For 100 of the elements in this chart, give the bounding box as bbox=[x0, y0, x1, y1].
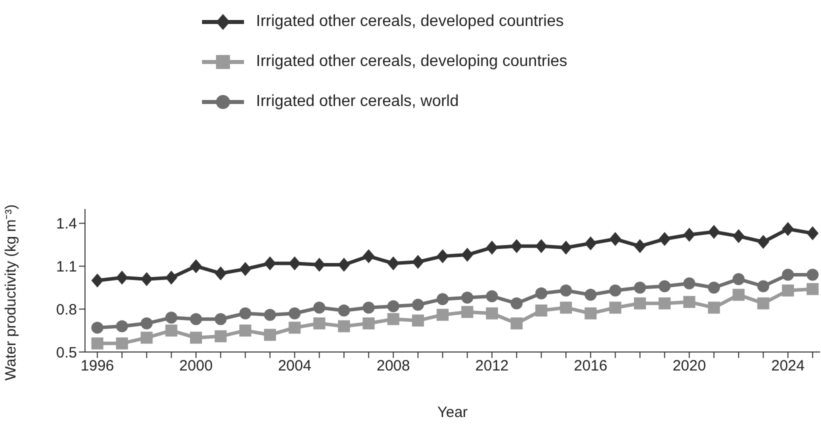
legend-label: Irrigated other cereals, world bbox=[256, 93, 459, 111]
point bbox=[782, 284, 794, 297]
point bbox=[116, 337, 128, 350]
point bbox=[486, 240, 498, 255]
point bbox=[338, 304, 350, 317]
point bbox=[510, 317, 523, 330]
point bbox=[584, 236, 597, 250]
point bbox=[782, 268, 794, 281]
point bbox=[362, 249, 375, 264]
y-tick-label: 0.5 bbox=[56, 344, 77, 362]
point bbox=[732, 288, 745, 301]
point bbox=[239, 307, 252, 320]
point bbox=[338, 258, 350, 272]
x-tick-label: 2020 bbox=[672, 358, 706, 375]
y-tick-label: 1.1 bbox=[56, 258, 77, 276]
point bbox=[461, 306, 474, 318]
point bbox=[91, 322, 104, 334]
point bbox=[190, 332, 202, 344]
point bbox=[535, 239, 548, 254]
point bbox=[461, 248, 474, 262]
y-tick-label: 1.4 bbox=[56, 216, 77, 233]
point bbox=[436, 293, 449, 306]
x-tick-label: 2024 bbox=[771, 358, 805, 375]
point bbox=[584, 307, 597, 320]
point bbox=[436, 249, 449, 264]
point bbox=[362, 317, 375, 330]
point bbox=[190, 259, 202, 274]
point bbox=[165, 324, 178, 337]
point bbox=[288, 322, 301, 334]
point bbox=[116, 270, 128, 285]
point bbox=[560, 302, 572, 314]
x-tick-label: 2004 bbox=[278, 358, 312, 375]
point bbox=[214, 330, 227, 342]
point bbox=[806, 283, 819, 296]
point bbox=[584, 288, 597, 301]
point bbox=[239, 324, 252, 337]
point bbox=[757, 280, 770, 292]
point bbox=[140, 332, 153, 344]
point bbox=[362, 302, 375, 314]
point bbox=[313, 258, 326, 272]
point bbox=[708, 224, 720, 239]
point bbox=[510, 239, 523, 254]
point bbox=[609, 232, 622, 246]
x-tick-label: 2000 bbox=[179, 358, 213, 375]
point bbox=[387, 256, 400, 270]
point bbox=[757, 297, 770, 310]
point bbox=[288, 256, 301, 270]
point bbox=[658, 297, 671, 310]
legend-label: Irrigated other cereals, developing countries bbox=[256, 53, 568, 71]
point bbox=[264, 328, 276, 341]
point bbox=[214, 266, 227, 280]
point bbox=[140, 272, 153, 286]
point bbox=[708, 302, 720, 314]
point bbox=[683, 296, 696, 308]
point bbox=[288, 307, 301, 320]
point bbox=[486, 290, 498, 302]
point bbox=[91, 337, 104, 350]
x-tick-label: 2012 bbox=[475, 358, 509, 375]
point bbox=[264, 256, 276, 270]
point bbox=[486, 307, 498, 320]
point bbox=[338, 320, 350, 332]
point bbox=[140, 317, 153, 330]
point bbox=[313, 302, 326, 314]
point bbox=[634, 297, 646, 310]
point bbox=[387, 300, 400, 312]
point bbox=[732, 273, 745, 286]
point bbox=[806, 226, 819, 240]
point bbox=[634, 239, 646, 254]
point bbox=[412, 298, 424, 311]
x-axis-title: Year bbox=[437, 404, 468, 421]
point bbox=[560, 284, 572, 297]
point bbox=[535, 287, 548, 300]
point bbox=[91, 274, 104, 288]
point bbox=[658, 280, 671, 292]
x-tick-label: 2008 bbox=[376, 358, 410, 375]
point bbox=[634, 282, 646, 294]
point bbox=[387, 313, 400, 326]
point bbox=[116, 320, 128, 332]
point bbox=[461, 292, 474, 304]
point bbox=[313, 317, 326, 330]
point bbox=[264, 308, 276, 321]
point bbox=[658, 232, 671, 246]
point bbox=[683, 228, 696, 242]
point bbox=[708, 282, 720, 294]
point bbox=[239, 262, 252, 276]
y-axis-title: Water productivity (kg m⁻³) bbox=[2, 204, 20, 380]
point bbox=[683, 277, 696, 290]
point bbox=[436, 308, 449, 321]
point bbox=[806, 268, 819, 281]
y-tick-label: 0.8 bbox=[56, 301, 77, 318]
point bbox=[214, 313, 227, 326]
x-tick-label: 1996 bbox=[80, 358, 114, 375]
point bbox=[165, 270, 178, 285]
point bbox=[412, 314, 424, 327]
point bbox=[412, 254, 424, 269]
point bbox=[609, 284, 622, 297]
point bbox=[190, 313, 202, 326]
point bbox=[535, 304, 548, 317]
x-tick-label: 2016 bbox=[574, 358, 608, 375]
point bbox=[732, 229, 745, 244]
